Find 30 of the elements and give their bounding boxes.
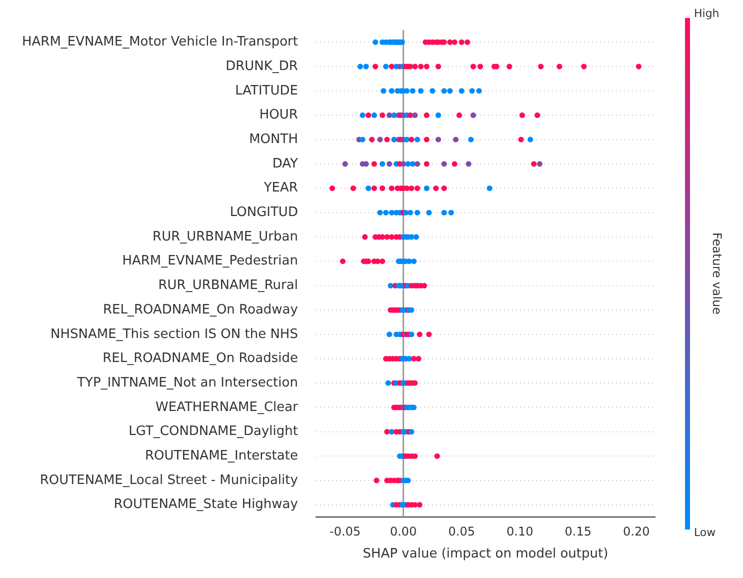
y-tick-label: HARM_EVNAME_Motor Vehicle In-Transport — [22, 34, 298, 50]
color-bar-title: Feature value — [710, 232, 724, 314]
y-tick-label: LGT_CONDNAME_Daylight — [128, 424, 298, 440]
y-tick-label: MONTH — [249, 132, 298, 147]
x-tick-label: 0.15 — [564, 524, 592, 538]
x-axis-title: SHAP value (impact on model output) — [362, 546, 608, 562]
y-tick-label: RUR_URBNAME_Rural — [158, 278, 298, 294]
y-tick-label: REL_ROADNAME_On Roadway — [102, 302, 298, 318]
y-tick-label: ROUTENAME_State Highway — [114, 497, 298, 512]
y-tick-label: NHSNAME_This section IS ON the NHS — [50, 326, 298, 342]
color-bar-label: High — [694, 6, 720, 20]
y-tick-label: LONGITUD — [230, 205, 298, 220]
y-tick-label: ROUTENAME_Interstate — [145, 448, 298, 464]
color-bar-label: Low — [694, 526, 716, 539]
y-tick-label: WEATHERNAME_Clear — [155, 400, 299, 415]
y-tick-label: HOUR — [259, 108, 298, 123]
y-tick-label: TYP_INTNAME_Not an Intersection — [76, 375, 298, 390]
x-tick-label: 0.00 — [390, 524, 417, 538]
y-tick-label: YEAR — [262, 180, 298, 196]
y-tick-label: LATITUDE — [235, 83, 298, 98]
y-tick-label: REL_ROADNAME_On Roadside — [102, 351, 298, 366]
x-tick-label: 0.20 — [623, 524, 650, 538]
x-tick-label: -0.05 — [330, 524, 361, 538]
x-tick-label: 0.10 — [506, 524, 534, 538]
y-tick-label: HARM_EVNAME_Pedestrian — [122, 254, 298, 269]
y-tick-label: RUR_URBNAME_Urban — [152, 229, 298, 244]
y-tick-label: DAY — [272, 156, 298, 172]
y-tick-label: DRUNK_DR — [226, 58, 298, 74]
y-tick-label: ROUTENAME_Local Street - Municipality — [40, 472, 298, 488]
x-tick-label: 0.05 — [448, 524, 475, 538]
